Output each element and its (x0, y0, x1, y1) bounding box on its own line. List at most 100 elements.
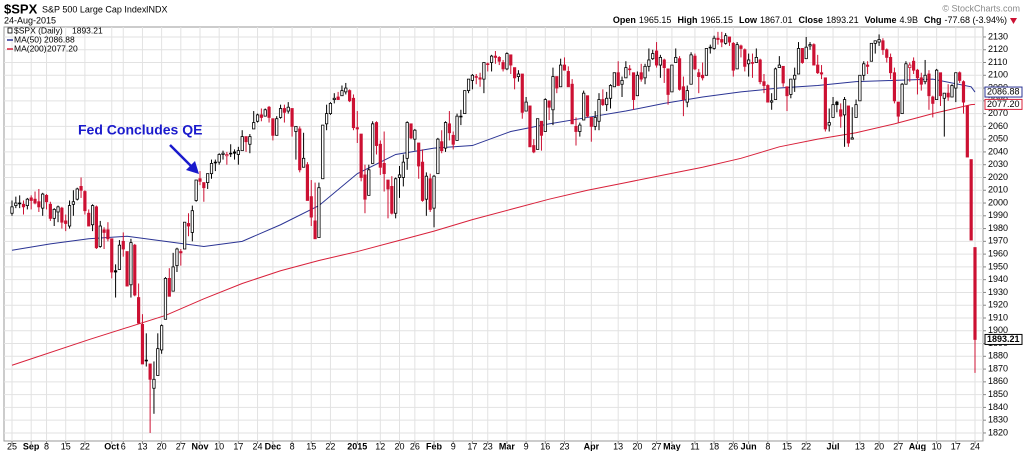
value-badges: 2086.88 2077.20 1893.21 (984, 86, 1023, 345)
candle-body (114, 270, 118, 273)
x-tick-label: 17 (467, 441, 477, 451)
candle-body (831, 104, 835, 118)
candle-body (286, 106, 290, 112)
candle-body (382, 163, 386, 175)
candle-body (497, 57, 501, 62)
chart-date: 24-Aug-2015 (4, 15, 56, 25)
index-name: S&P 500 Large Cap Index (42, 4, 147, 14)
y-tick-label: 1930 (988, 287, 1008, 297)
candle-body (328, 102, 333, 115)
candle-body (912, 60, 916, 71)
candle-body (294, 125, 298, 132)
x-tick-label: 26 (410, 441, 420, 451)
x-tick-label: 20 (157, 441, 167, 451)
x-tick-label: 24 (970, 441, 980, 451)
candle-body (800, 48, 804, 63)
candle-body (232, 151, 237, 154)
candle-body (635, 74, 639, 97)
candle-body (298, 128, 302, 171)
candle-body (451, 134, 455, 145)
candle-body (313, 220, 317, 240)
x-tick-label: 15 (61, 441, 71, 451)
candle-body (559, 64, 563, 88)
x-tick-label: 23 (559, 441, 569, 451)
candle-body (624, 67, 628, 79)
candle-body (685, 90, 689, 103)
candle-body (681, 86, 686, 100)
moving-averages (11, 78, 976, 366)
candle-body (443, 122, 448, 149)
candle-body (766, 85, 770, 103)
value-badge (984, 98, 1023, 110)
candle-body (758, 59, 762, 83)
candle-body (397, 174, 402, 178)
candle-body (413, 129, 417, 140)
candle-body (520, 73, 524, 113)
candle-body (881, 40, 885, 51)
candle-body (785, 86, 789, 97)
x-tick-label: 22 (325, 441, 335, 451)
candle-body (432, 175, 436, 209)
candle-body (869, 42, 873, 62)
y-tick-label: 2070 (988, 108, 1008, 118)
candle-body (812, 44, 816, 66)
candle-body (946, 92, 950, 98)
candle-body (505, 53, 509, 70)
candle-body (317, 187, 321, 238)
candle-body (835, 101, 839, 106)
x-tick-label: 20 (874, 441, 884, 451)
x-tick-label: 13 (855, 441, 865, 451)
candle-body (543, 99, 547, 132)
legend-value: 2077.20 (47, 43, 78, 53)
candle-body (773, 68, 778, 100)
candle-body (48, 203, 52, 219)
x-tick-label: 23 (483, 441, 493, 451)
y-tick-label: 1980 (988, 223, 1008, 233)
candle-body (98, 225, 102, 247)
value-badge-label: 2086.88 (987, 86, 1020, 96)
candle-body (601, 99, 605, 106)
candle-body (716, 37, 720, 40)
y-tick-label: 1920 (988, 300, 1008, 310)
quote-label: Close (799, 15, 824, 25)
candle-body (720, 39, 724, 43)
candle-body (202, 182, 206, 189)
moving-average-line (11, 78, 976, 251)
candle-body (71, 201, 75, 205)
candle-body (747, 59, 751, 65)
y-tick-label: 1950 (988, 261, 1008, 271)
candle-body (52, 209, 56, 219)
candle-body (348, 90, 352, 102)
candle-body (459, 115, 463, 118)
candle-body (777, 64, 781, 69)
exchange: INDX (146, 4, 168, 14)
candle-body (236, 150, 240, 155)
candle-body (87, 212, 91, 227)
candle-body (513, 67, 517, 79)
x-tick-label: Sep (23, 441, 40, 451)
credit: © StockCharts.com (942, 3, 1020, 13)
y-tick-label: 1860 (988, 376, 1008, 386)
candle-body (79, 186, 83, 191)
candle-body (551, 76, 555, 111)
candle-body (248, 136, 252, 145)
y-tick-label: 1850 (988, 389, 1008, 399)
candle-body (363, 174, 367, 200)
x-tick-label: 17 (233, 441, 243, 451)
y-tick-label: 2010 (988, 185, 1008, 195)
candle-body (958, 72, 962, 81)
y-tick-label: 2050 (988, 134, 1008, 144)
candle-body (501, 62, 505, 70)
candle-body (252, 122, 256, 130)
candle-body (163, 277, 168, 320)
arrow-shaft (169, 144, 194, 169)
candle-body (125, 251, 129, 287)
candle-body (923, 74, 927, 83)
candle-body (908, 64, 912, 69)
quote-label: High (677, 15, 697, 25)
candle-body (221, 152, 225, 155)
y-tick-label: 1960 (988, 248, 1008, 258)
candle-body (493, 55, 498, 58)
x-tick-label: 2015 (347, 441, 367, 451)
candle-body (378, 143, 382, 168)
